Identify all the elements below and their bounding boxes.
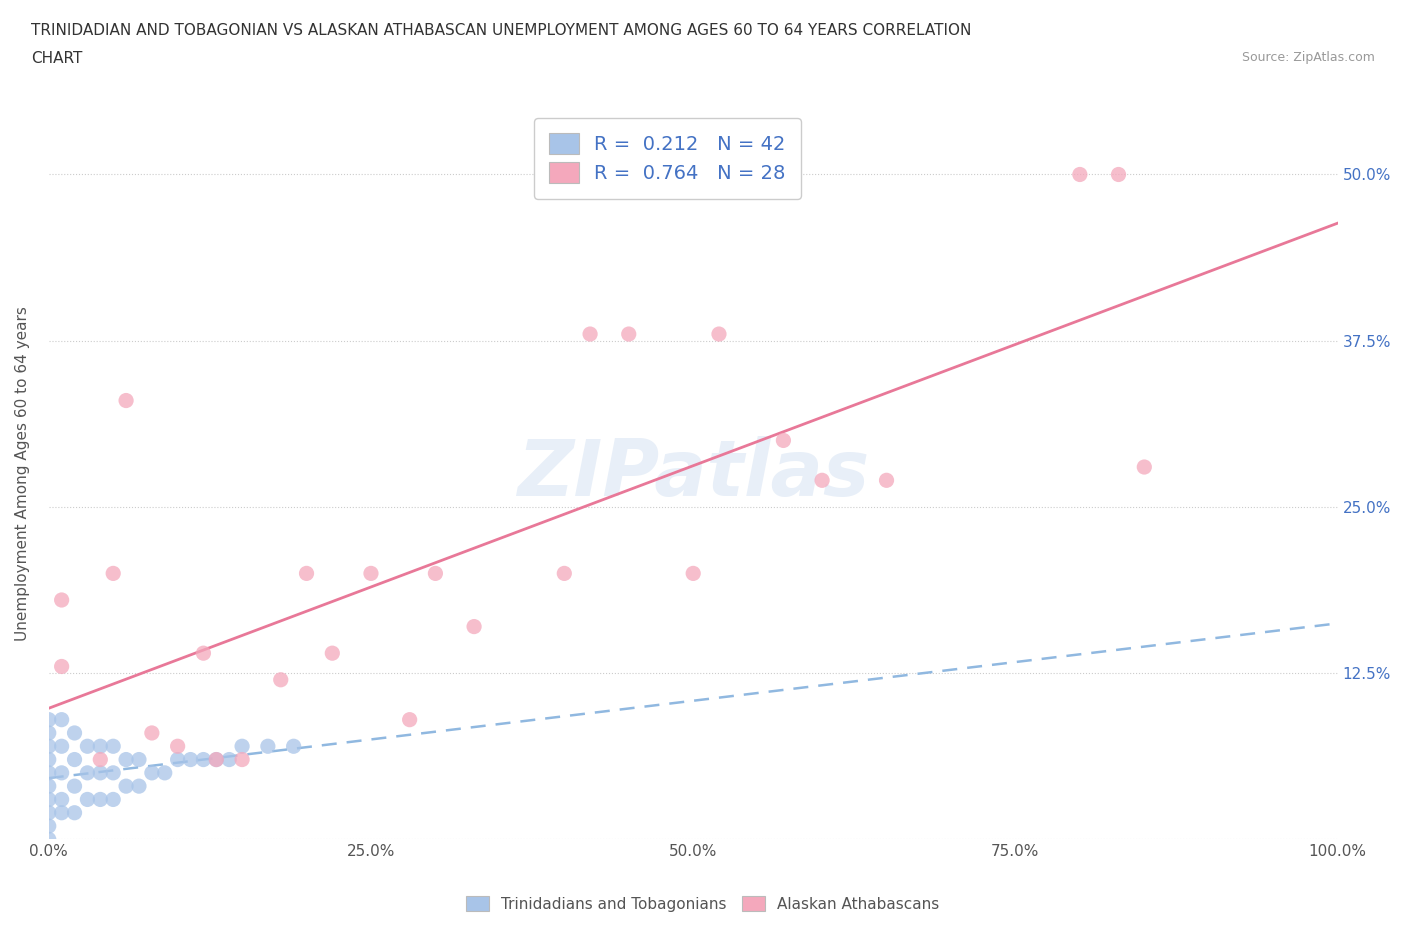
Point — [772, 433, 794, 448]
Point — [38, 752, 60, 767]
Point — [38, 738, 60, 753]
Point — [51, 738, 73, 753]
Point — [231, 738, 253, 753]
Legend: R =  0.212   N = 42, R =  0.764   N = 28: R = 0.212 N = 42, R = 0.764 N = 28 — [534, 118, 801, 199]
Point — [103, 738, 125, 753]
Point — [38, 805, 60, 820]
Point — [38, 818, 60, 833]
Point — [1133, 459, 1156, 474]
Point — [1108, 167, 1130, 182]
Point — [115, 393, 138, 408]
Point — [51, 805, 73, 820]
Text: TRINIDADIAN AND TOBAGONIAN VS ALASKAN ATHABASCAN UNEMPLOYMENT AMONG AGES 60 TO 6: TRINIDADIAN AND TOBAGONIAN VS ALASKAN AT… — [31, 23, 972, 38]
Point — [76, 792, 98, 807]
Point — [51, 659, 73, 674]
Point — [89, 765, 111, 780]
Point — [38, 765, 60, 780]
Point — [257, 738, 280, 753]
Point — [166, 752, 188, 767]
Point — [579, 326, 602, 341]
Point — [76, 765, 98, 780]
Text: ZIPatlas: ZIPatlas — [517, 435, 869, 512]
Point — [180, 752, 202, 767]
Point — [103, 566, 125, 581]
Point — [425, 566, 447, 581]
Point — [553, 566, 575, 581]
Point — [231, 752, 253, 767]
Point — [205, 752, 228, 767]
Y-axis label: Unemployment Among Ages 60 to 64 years: Unemployment Among Ages 60 to 64 years — [15, 306, 30, 641]
Point — [103, 792, 125, 807]
Point — [38, 832, 60, 847]
Point — [1069, 167, 1091, 182]
Point — [811, 472, 834, 487]
Point — [876, 472, 898, 487]
Point — [89, 738, 111, 753]
Point — [617, 326, 640, 341]
Point — [63, 752, 86, 767]
Point — [63, 805, 86, 820]
Point — [283, 738, 305, 753]
Point — [153, 765, 176, 780]
Point — [463, 619, 485, 634]
Point — [398, 712, 420, 727]
Point — [128, 778, 150, 793]
Point — [38, 792, 60, 807]
Point — [63, 725, 86, 740]
Point — [89, 792, 111, 807]
Point — [360, 566, 382, 581]
Point — [321, 645, 343, 660]
Point — [38, 725, 60, 740]
Point — [89, 752, 111, 767]
Point — [76, 738, 98, 753]
Point — [51, 592, 73, 607]
Legend: Trinidadians and Tobagonians, Alaskan Athabascans: Trinidadians and Tobagonians, Alaskan At… — [460, 889, 946, 918]
Point — [205, 752, 228, 767]
Point — [115, 778, 138, 793]
Point — [51, 765, 73, 780]
Point — [193, 645, 215, 660]
Point — [63, 778, 86, 793]
Point — [193, 752, 215, 767]
Point — [141, 765, 163, 780]
Point — [270, 672, 292, 687]
Point — [51, 712, 73, 727]
Point — [103, 765, 125, 780]
Point — [166, 738, 188, 753]
Point — [128, 752, 150, 767]
Text: Source: ZipAtlas.com: Source: ZipAtlas.com — [1241, 51, 1375, 64]
Text: CHART: CHART — [31, 51, 83, 66]
Point — [707, 326, 730, 341]
Point — [295, 566, 318, 581]
Point — [115, 752, 138, 767]
Point — [218, 752, 240, 767]
Point — [682, 566, 704, 581]
Point — [38, 778, 60, 793]
Point — [141, 725, 163, 740]
Point — [38, 712, 60, 727]
Point — [51, 792, 73, 807]
